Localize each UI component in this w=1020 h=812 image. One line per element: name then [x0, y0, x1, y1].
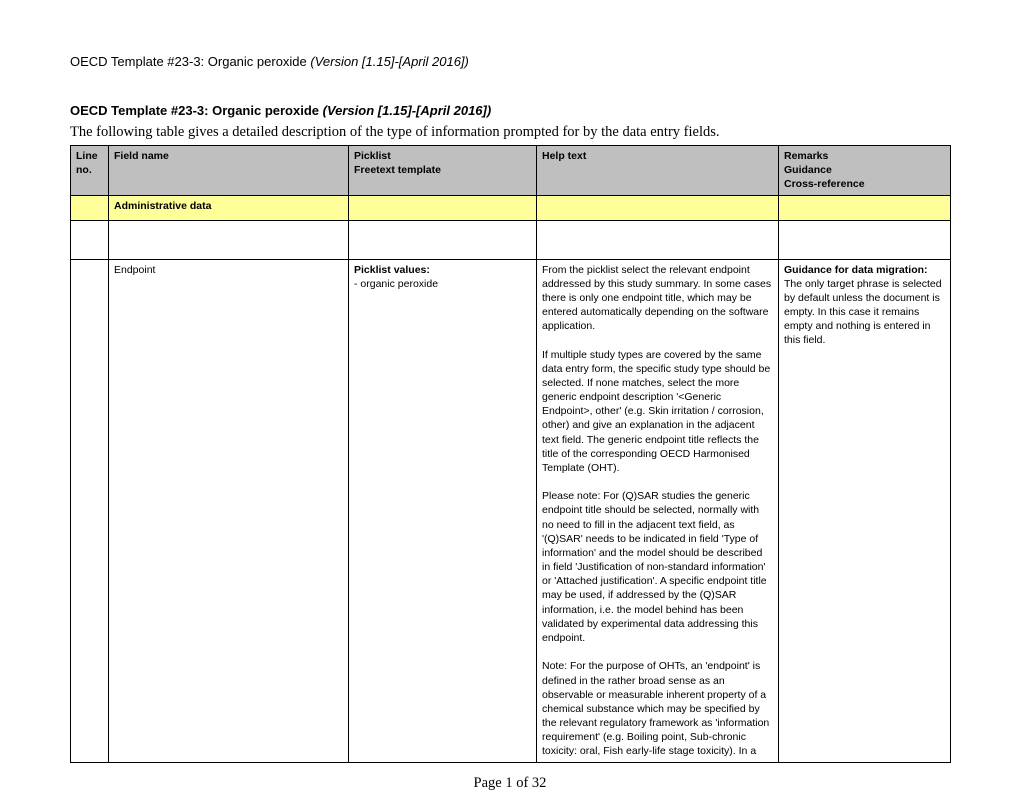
remarks-heading: Guidance for data migration:	[784, 264, 928, 276]
running-header: OECD Template #23-3: Organic peroxide (V…	[70, 54, 950, 69]
remarks-body: The only target phrase is selected by de…	[784, 278, 942, 347]
help-paragraph: Please note: For (Q)SAR studies the gene…	[542, 489, 773, 645]
title-version: (Version [1.15]-[April 2016])	[323, 103, 492, 118]
picklist-values-label: Picklist values:	[354, 264, 430, 276]
col-header-field-name: Field name	[109, 146, 349, 196]
cell-help-text: From the picklist select the relevant en…	[537, 259, 779, 762]
col-header-text: Line	[76, 150, 98, 162]
running-header-version: (Version [1.15]-[April 2016])	[310, 54, 468, 69]
col-header-text: Cross-reference	[784, 178, 865, 190]
help-paragraph: If multiple study types are covered by t…	[542, 348, 773, 476]
section-cell-empty	[71, 195, 109, 220]
col-header-text: Remarks	[784, 150, 828, 162]
col-header-line-no: Line no.	[71, 146, 109, 196]
data-entry-table: Line no. Field name Picklist Freetext te…	[70, 145, 951, 763]
document-page: OECD Template #23-3: Organic peroxide (V…	[0, 0, 1020, 812]
section-row-administrative-data: Administrative data	[71, 195, 951, 220]
running-header-plain: OECD Template #23-3: Organic peroxide	[70, 54, 310, 69]
spacer-cell	[71, 220, 109, 259]
spacer-cell	[349, 220, 537, 259]
spacer-cell	[109, 220, 349, 259]
cell-line-no	[71, 259, 109, 762]
cell-field-name: Endpoint	[109, 259, 349, 762]
col-header-text: Freetext template	[354, 164, 441, 176]
col-header-remarks: Remarks Guidance Cross-reference	[779, 146, 951, 196]
col-header-text: no.	[76, 164, 92, 176]
section-cell-empty	[537, 195, 779, 220]
col-header-help-text: Help text	[537, 146, 779, 196]
title-plain: OECD Template #23-3: Organic peroxide	[70, 103, 323, 118]
help-paragraph: Note: For the purpose of OHTs, an 'endpo…	[542, 659, 773, 758]
page-footer: Page 1 of 32	[70, 775, 950, 792]
spacer-cell	[779, 220, 951, 259]
intro-paragraph: The following table gives a detailed des…	[70, 124, 950, 141]
picklist-item: - organic peroxide	[354, 278, 438, 290]
col-header-text: Picklist	[354, 150, 391, 162]
col-header-text: Guidance	[784, 164, 832, 176]
document-title: OECD Template #23-3: Organic peroxide (V…	[70, 103, 950, 118]
help-paragraph: From the picklist select the relevant en…	[542, 263, 773, 334]
spacer-cell	[537, 220, 779, 259]
section-cell-empty	[349, 195, 537, 220]
table-row: Endpoint Picklist values: - organic pero…	[71, 259, 951, 762]
cell-remarks: Guidance for data migration: The only ta…	[779, 259, 951, 762]
cell-picklist: Picklist values: - organic peroxide	[349, 259, 537, 762]
col-header-picklist: Picklist Freetext template	[349, 146, 537, 196]
section-cell-empty	[779, 195, 951, 220]
section-cell-label: Administrative data	[109, 195, 349, 220]
table-header-row: Line no. Field name Picklist Freetext te…	[71, 146, 951, 196]
spacer-row	[71, 220, 951, 259]
